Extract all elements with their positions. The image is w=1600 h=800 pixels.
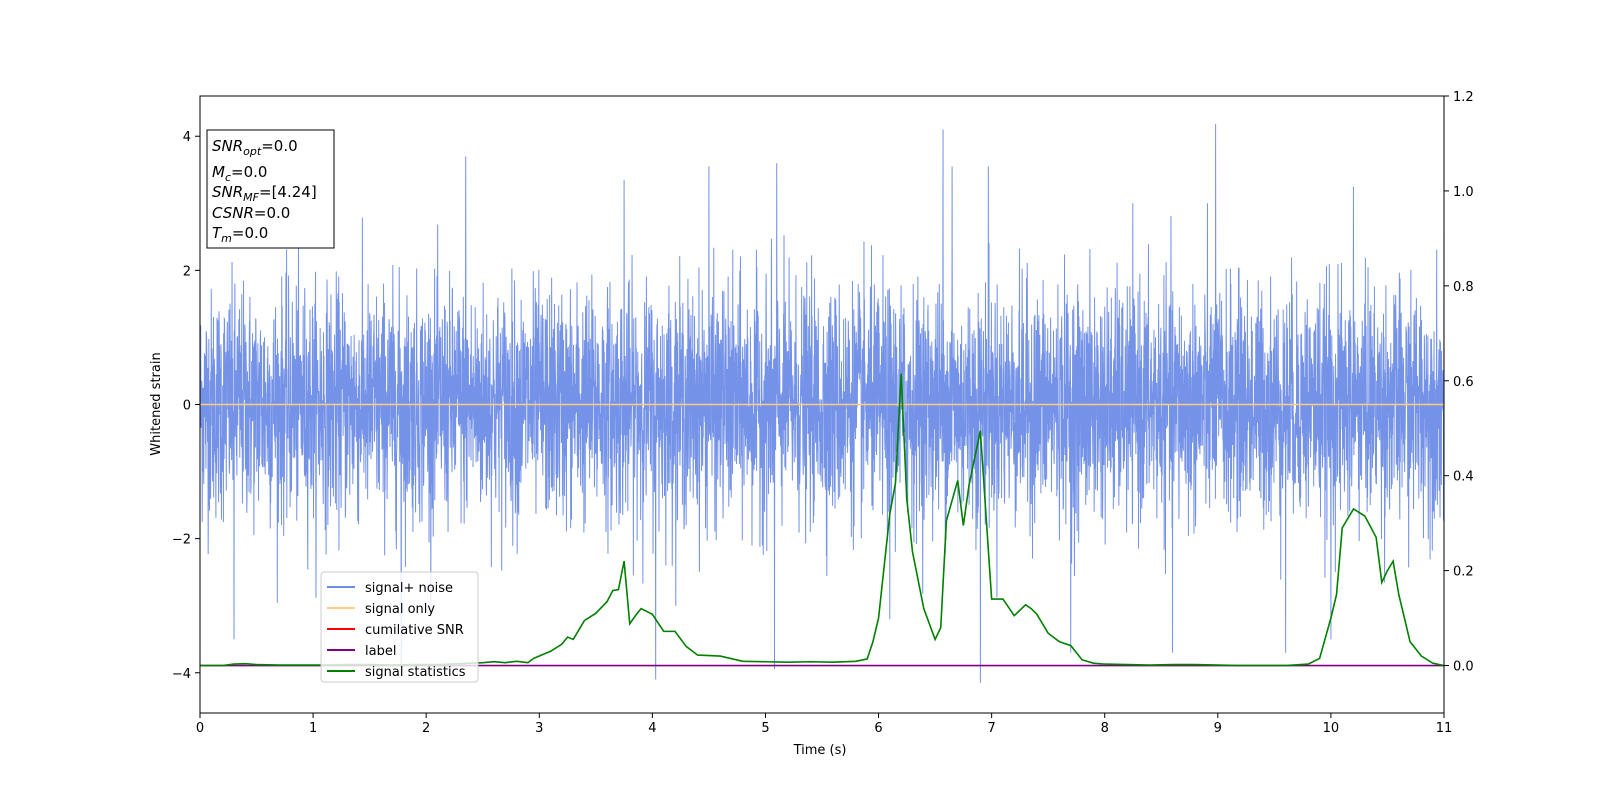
y-tick-label: −2 — [172, 533, 191, 548]
x-tick-label: 8 — [1101, 721, 1109, 736]
legend-label-signal-noise: signal+ noise — [365, 581, 453, 596]
y2-tick-label: 0.0 — [1453, 660, 1474, 675]
x-tick-label: 3 — [535, 721, 543, 736]
x-tick-label: 4 — [648, 721, 656, 736]
info-snr-opt: SNRopt=0.0 — [212, 137, 298, 158]
x-tick-label: 9 — [1214, 721, 1222, 736]
info-mc: Mc=0.0 — [212, 163, 267, 184]
y2-tick-label: 0.6 — [1453, 375, 1474, 390]
y-tick-label: 4 — [183, 130, 191, 145]
y-axis-right: 0.0 0.2 0.4 0.6 0.8 1.0 1.2 — [1444, 90, 1474, 675]
x-tick-label: 7 — [987, 721, 995, 736]
x-tick-label: 10 — [1323, 721, 1340, 736]
y2-tick-label: 0.8 — [1453, 280, 1474, 295]
x-tick-label: 0 — [196, 721, 204, 736]
signal-noise-line — [200, 124, 1444, 683]
x-tick-label: 2 — [422, 721, 430, 736]
y-axis-label: Whitened strain — [149, 352, 164, 455]
info-box: SNRopt=0.0 Mc=0.0 SNRMF=[4.24] CSNR=0.0 … — [206, 129, 335, 249]
legend-label-label: label — [365, 644, 396, 659]
info-csnr: CSNR=0.0 — [212, 204, 290, 222]
legend-label-signal-statistics: signal statistics — [365, 665, 466, 680]
legend-label-cumilative-snr: cumilative SNR — [365, 623, 464, 638]
x-axis: 0 1 2 3 4 5 6 7 8 9 10 11 — [196, 713, 1452, 736]
legend: signal+ noise signal only cumilative SNR la… — [320, 571, 479, 683]
x-tick-label: 5 — [761, 721, 769, 736]
x-tick-label: 6 — [874, 721, 882, 736]
info-tm: Tm=0.0 — [212, 224, 268, 245]
y-tick-label: 2 — [183, 264, 191, 279]
y-axis-left: −4 −2 0 2 4 — [172, 130, 200, 682]
x-tick-label: 1 — [309, 721, 317, 736]
signal-noise-series — [200, 124, 1444, 683]
y2-tick-label: 1.0 — [1453, 185, 1474, 200]
y-tick-label: −4 — [172, 667, 191, 682]
x-axis-label: Time (s) — [793, 743, 847, 758]
x-tick-label: 11 — [1436, 721, 1453, 736]
legend-label-signal-only: signal only — [365, 602, 435, 617]
y2-tick-label: 0.2 — [1453, 565, 1474, 580]
signal-statistics-line — [200, 373, 1444, 667]
info-snr-mf: SNRMF=[4.24] — [212, 183, 317, 204]
y-tick-label: 0 — [183, 399, 191, 414]
y2-tick-label: 0.4 — [1453, 470, 1474, 485]
y2-tick-label: 1.2 — [1453, 90, 1474, 105]
